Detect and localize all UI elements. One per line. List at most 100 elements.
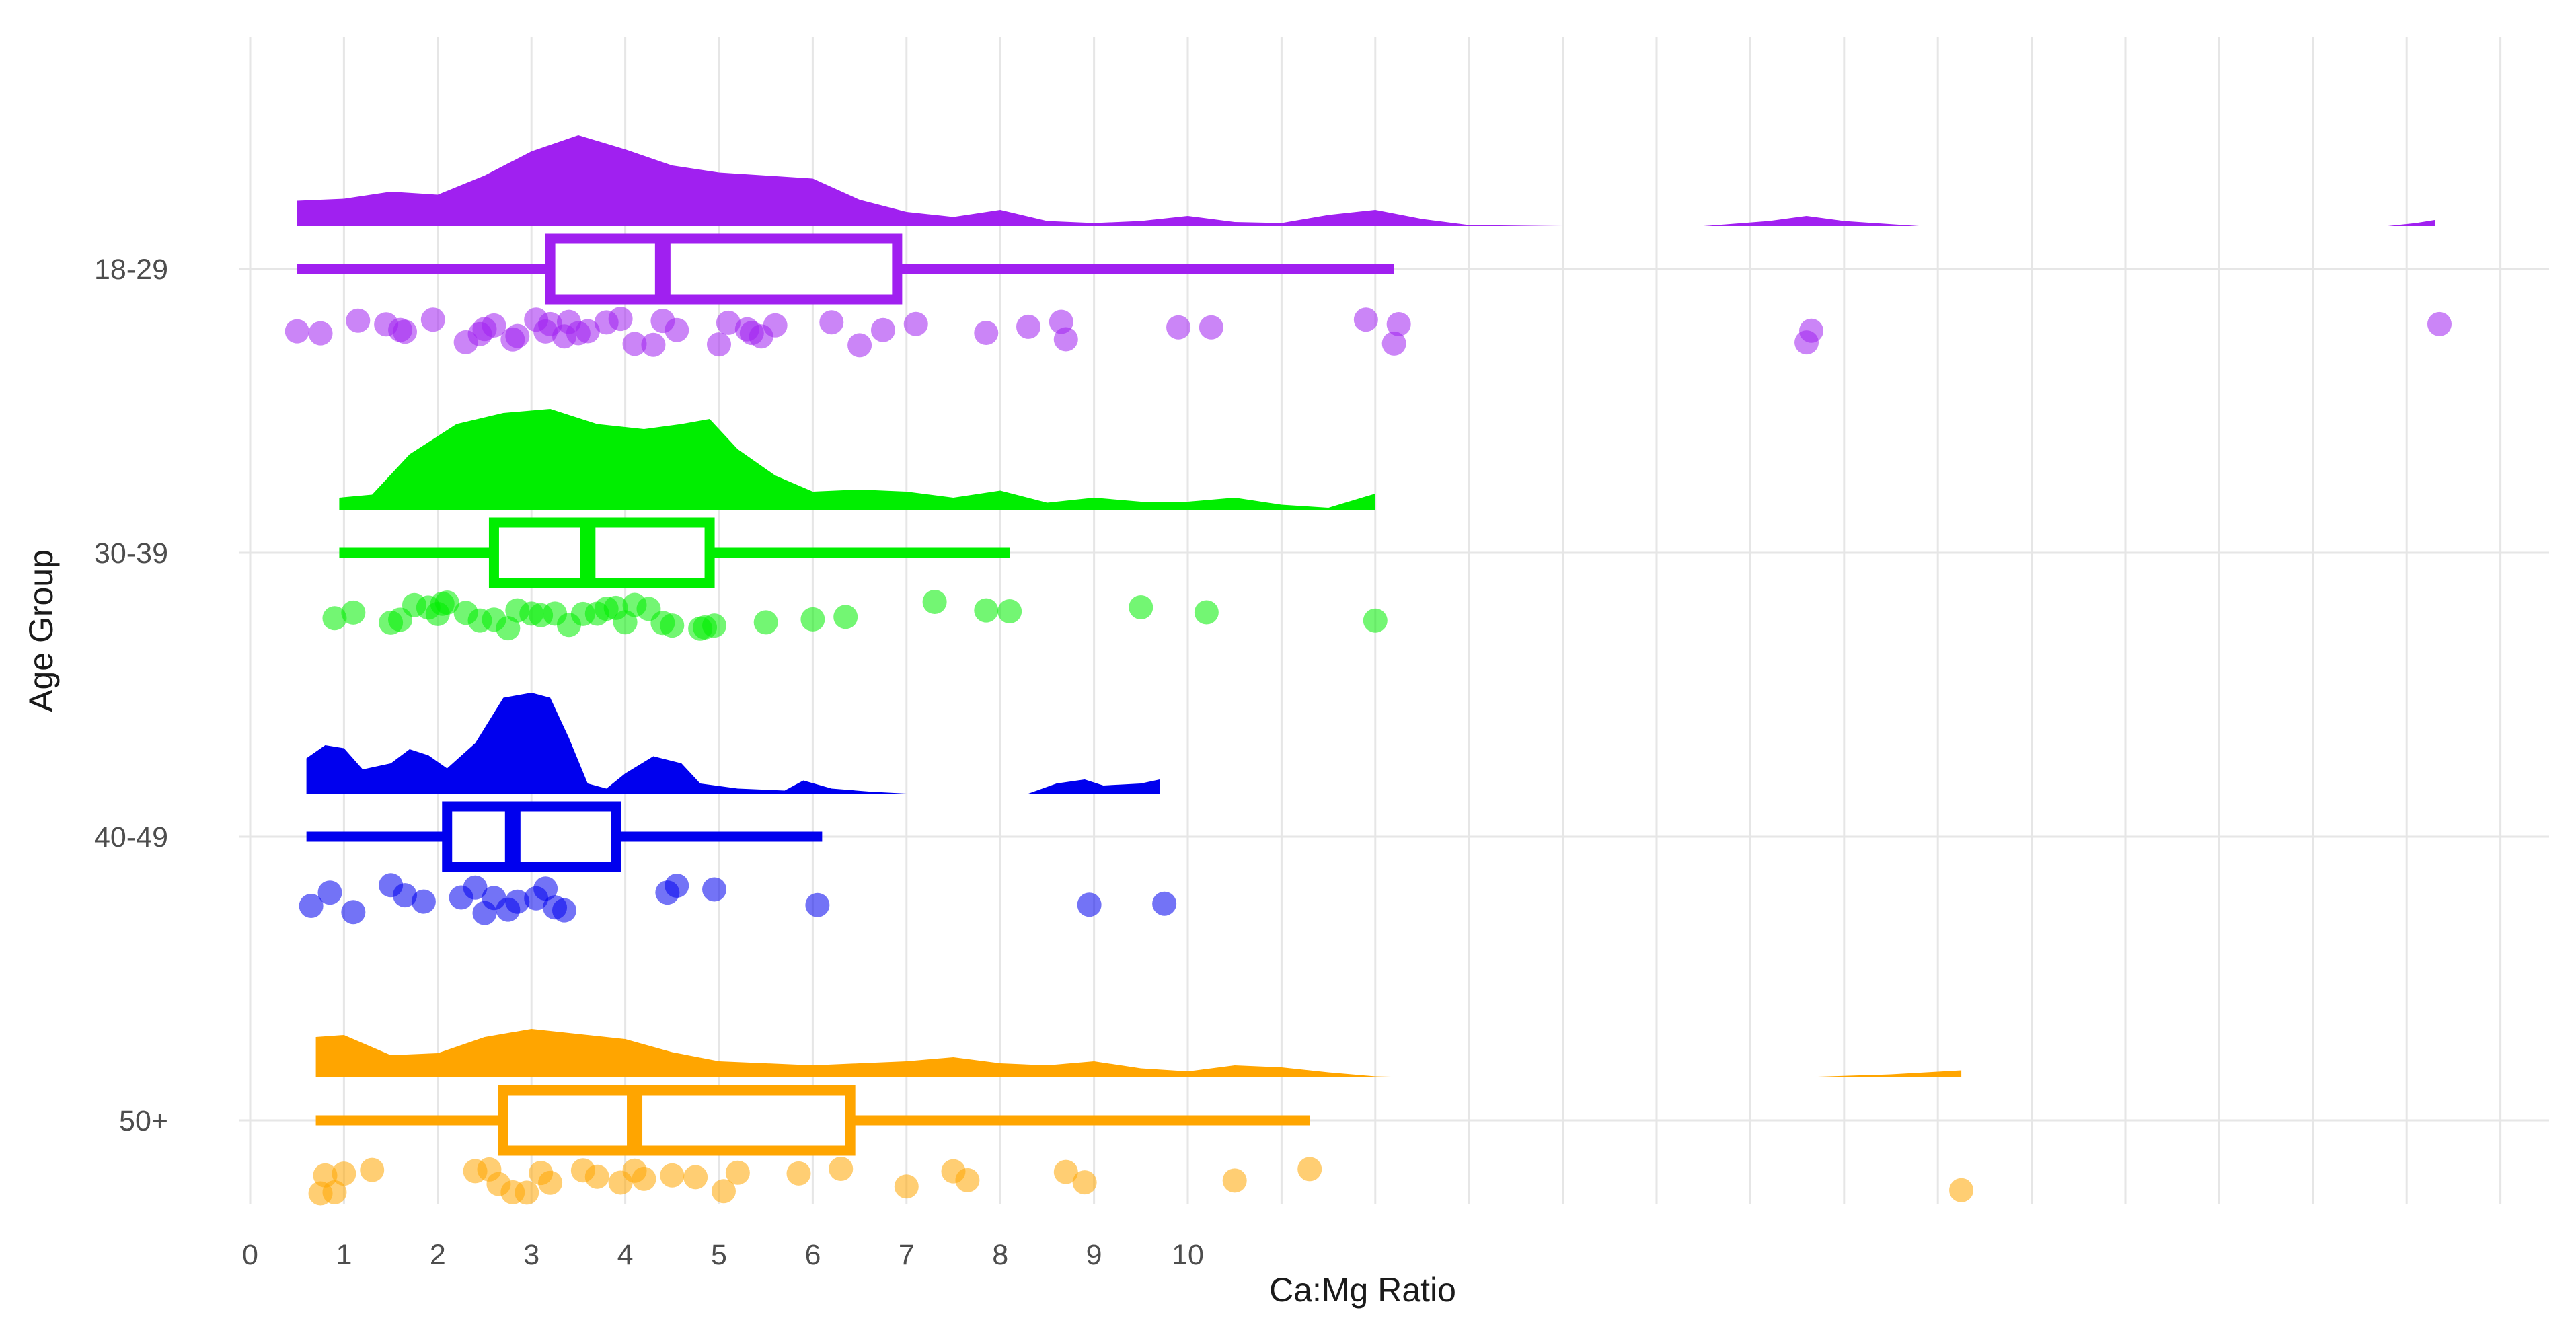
data-point-18-29 xyxy=(1166,315,1191,340)
data-point-50+ xyxy=(725,1160,750,1185)
x-tick-label: 2 xyxy=(430,1239,446,1271)
data-point-30-39 xyxy=(922,590,947,614)
y-axis-title: Age Group xyxy=(22,549,60,712)
data-point-18-29 xyxy=(308,321,333,346)
data-point-18-29 xyxy=(707,332,731,357)
data-point-18-29 xyxy=(285,319,309,344)
data-point-30-39 xyxy=(434,590,459,615)
data-point-50+ xyxy=(955,1168,980,1192)
data-point-30-39 xyxy=(800,607,825,632)
box-iqr-50+ xyxy=(498,1085,856,1156)
x-tick-label: 5 xyxy=(711,1239,727,1271)
data-point-40-49 xyxy=(702,877,727,902)
data-point-18-29 xyxy=(608,307,633,332)
x-axis-title: Ca:Mg Ratio xyxy=(1269,1271,1456,1309)
data-point-30-39 xyxy=(833,605,858,629)
data-point-40-49 xyxy=(505,889,530,914)
data-point-50+ xyxy=(829,1157,854,1181)
data-point-30-39 xyxy=(322,606,347,631)
data-point-18-29 xyxy=(2427,311,2452,336)
data-point-50+ xyxy=(584,1164,609,1189)
data-point-18-29 xyxy=(1799,318,1824,343)
data-point-50+ xyxy=(1053,1159,1078,1184)
data-point-30-39 xyxy=(702,613,727,638)
data-point-18-29 xyxy=(665,317,689,342)
data-point-50+ xyxy=(1072,1170,1097,1195)
data-point-50+ xyxy=(1222,1168,1247,1193)
data-point-40-49 xyxy=(411,889,436,914)
x-tick-label: 10 xyxy=(1172,1239,1204,1271)
data-point-40-49 xyxy=(299,894,324,918)
data-point-30-39 xyxy=(974,598,999,623)
x-tick-label: 1 xyxy=(336,1239,352,1271)
data-point-50+ xyxy=(711,1179,736,1204)
data-point-18-29 xyxy=(1053,327,1078,352)
density-cloud-30-39 xyxy=(339,409,1375,510)
data-point-50+ xyxy=(538,1170,563,1195)
data-point-40-49 xyxy=(1077,892,1102,917)
data-point-50+ xyxy=(515,1180,539,1205)
data-point-30-39 xyxy=(1129,595,1153,619)
data-point-30-39 xyxy=(753,610,778,635)
x-tick-label: 8 xyxy=(992,1239,1008,1271)
data-point-18-29 xyxy=(1386,312,1411,336)
data-point-18-29 xyxy=(575,319,600,344)
data-point-50+ xyxy=(360,1157,385,1182)
y-tick-label: 18-29 xyxy=(94,254,168,286)
density-cloud-40-49 xyxy=(306,693,1160,794)
data-point-18-29 xyxy=(505,323,530,348)
data-point-30-39 xyxy=(997,599,1022,623)
data-point-30-39 xyxy=(496,616,521,641)
y-tick-label: 30-39 xyxy=(94,537,168,570)
data-point-40-49 xyxy=(665,874,689,898)
data-point-18-29 xyxy=(420,307,445,332)
x-tick-label: 0 xyxy=(242,1239,258,1271)
data-points xyxy=(285,307,2452,1206)
data-point-50+ xyxy=(1297,1157,1322,1182)
data-point-30-39 xyxy=(660,613,685,638)
data-point-40-49 xyxy=(1152,891,1177,916)
y-tick-label: 50+ xyxy=(119,1105,168,1137)
data-point-40-49 xyxy=(393,883,418,908)
data-point-30-39 xyxy=(341,600,366,625)
data-point-18-29 xyxy=(482,313,506,338)
density-cloud-18-29 xyxy=(297,135,2435,226)
y-tick-labels: 18-29 30-39 40-49 50+ xyxy=(94,254,168,1137)
data-point-40-49 xyxy=(552,898,576,923)
density-cloud-50+ xyxy=(315,1029,1962,1077)
data-point-18-29 xyxy=(393,319,418,344)
data-point-18-29 xyxy=(1016,314,1041,339)
data-point-40-49 xyxy=(341,900,366,925)
data-point-40-49 xyxy=(533,876,558,901)
density-clouds xyxy=(297,135,2435,1077)
data-point-18-29 xyxy=(819,310,844,335)
data-point-18-29 xyxy=(622,332,647,356)
data-point-18-29 xyxy=(641,332,666,357)
x-tick-label: 7 xyxy=(899,1239,915,1271)
data-point-50+ xyxy=(683,1165,708,1190)
y-tick-label: 40-49 xyxy=(94,821,168,853)
data-point-18-29 xyxy=(974,321,999,345)
x-tick-label: 6 xyxy=(804,1239,821,1271)
data-point-50+ xyxy=(786,1161,811,1186)
data-point-50+ xyxy=(332,1161,356,1186)
data-point-30-39 xyxy=(1194,600,1219,625)
data-point-30-39 xyxy=(1363,608,1388,633)
data-point-18-29 xyxy=(870,317,895,342)
data-point-50+ xyxy=(660,1163,685,1188)
box-iqr-18-29 xyxy=(545,233,903,305)
data-point-40-49 xyxy=(317,880,342,905)
data-point-50+ xyxy=(1949,1178,1974,1202)
x-tick-label: 3 xyxy=(523,1239,539,1271)
data-point-18-29 xyxy=(1353,307,1378,332)
box-iqr-30-39 xyxy=(488,517,715,588)
data-point-18-29 xyxy=(903,311,928,336)
x-tick-label: 4 xyxy=(617,1239,634,1271)
data-point-50+ xyxy=(894,1174,919,1199)
data-point-50+ xyxy=(322,1180,347,1204)
x-tick-label: 9 xyxy=(1086,1239,1102,1271)
data-point-18-29 xyxy=(1381,331,1406,356)
data-point-40-49 xyxy=(805,892,830,917)
boxplots xyxy=(297,233,1394,1156)
